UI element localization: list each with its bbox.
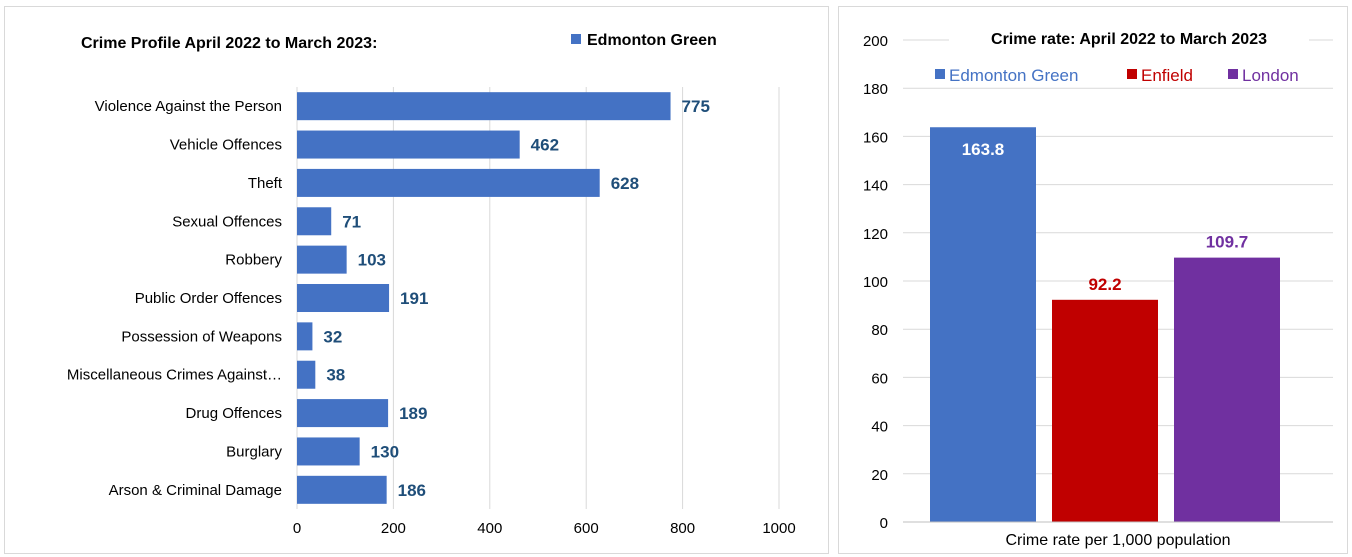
x-tick-label: 1000 xyxy=(762,520,795,537)
chart-title: Crime Profile April 2022 to March 2023: xyxy=(81,35,377,52)
bar xyxy=(1174,257,1280,522)
bar xyxy=(297,92,671,121)
legend-label: Enfield xyxy=(1141,66,1193,85)
bar-data-label: 130 xyxy=(371,442,399,461)
bar xyxy=(297,322,313,351)
bar-data-label: 71 xyxy=(342,212,361,231)
y-tick-label: 0 xyxy=(880,515,888,532)
bar-data-label: 38 xyxy=(326,366,345,385)
x-tick-label: 200 xyxy=(381,520,406,537)
bar-data-label: 462 xyxy=(531,136,559,155)
bar xyxy=(930,127,1036,522)
bar xyxy=(297,437,360,466)
bar xyxy=(297,399,389,428)
crime-rate-chart: 0 20 40 60 80 100 120 140 160 180 200 Crime rate: A… xyxy=(863,27,1333,549)
bar xyxy=(297,207,332,236)
category-label: Robbery xyxy=(225,252,282,269)
legend-label: Edmonton Green xyxy=(949,66,1078,85)
category-label: Vehicle Offences xyxy=(170,137,282,154)
bar-data-label: 628 xyxy=(611,174,639,193)
legend-label: London xyxy=(1242,66,1299,85)
chart-title-background xyxy=(949,27,1309,49)
category-label: Burglary xyxy=(226,443,282,460)
legend-swatch-edmonton-green xyxy=(571,34,581,44)
bar-data-label: 189 xyxy=(399,404,427,423)
y-tick-label: 60 xyxy=(871,370,888,387)
category-label: Violence Against the Person xyxy=(95,98,282,115)
y-tick-label: 180 xyxy=(863,81,888,98)
category-label: Arson & Criminal Damage xyxy=(109,482,282,499)
y-tick-label: 80 xyxy=(871,322,888,339)
category-label: Drug Offences xyxy=(186,405,282,422)
legend-swatch xyxy=(1228,69,1238,79)
bar-data-label: 103 xyxy=(358,251,386,270)
bar xyxy=(1052,299,1158,522)
y-tick-label: 120 xyxy=(863,226,888,243)
category-label: Theft xyxy=(248,175,283,192)
y-tick-label: 160 xyxy=(863,129,888,146)
category-label: Public Order Offences xyxy=(135,290,282,307)
bar-data-label: 186 xyxy=(398,481,426,500)
bar xyxy=(297,283,390,313)
bar-data-label: 32 xyxy=(323,327,342,346)
bar xyxy=(297,360,316,389)
x-axis-label: Crime rate per 1,000 population xyxy=(1005,532,1230,549)
bar xyxy=(297,168,600,197)
y-tick-label: 20 xyxy=(871,467,888,484)
x-tick-label: 600 xyxy=(574,520,599,537)
y-tick-label: 100 xyxy=(863,274,888,291)
bar-data-label: 191 xyxy=(400,289,428,308)
y-tick-label: 140 xyxy=(863,178,888,195)
y-tick-label: 40 xyxy=(871,419,888,436)
legend-swatch xyxy=(935,69,945,79)
bar xyxy=(297,475,387,504)
bar xyxy=(297,245,347,274)
legend-label-edmonton-green: Edmonton Green xyxy=(587,32,717,49)
category-label: Possession of Weapons xyxy=(121,328,282,345)
y-tick-label: 200 xyxy=(863,33,888,50)
x-tick-label: 800 xyxy=(670,520,695,537)
bar-data-label: 109.7 xyxy=(1206,233,1249,252)
x-tick-label: 0 xyxy=(293,520,301,537)
legend-background xyxy=(927,63,1317,87)
chart-title: Crime rate: April 2022 to March 2023 xyxy=(991,31,1267,48)
crime-profile-chart-panel: 0 200 400 600 800 1000 Crime Profile April 202… xyxy=(4,6,829,554)
crime-profile-chart: 0 200 400 600 800 1000 Crime Profile April 202… xyxy=(67,32,796,537)
bar-data-label: 163.8 xyxy=(962,140,1005,159)
bar-data-label: 92.2 xyxy=(1088,275,1121,294)
x-tick-label: 400 xyxy=(477,520,502,537)
bar xyxy=(297,130,520,159)
category-label: Sexual Offences xyxy=(172,213,282,230)
bar-data-label: 775 xyxy=(682,97,710,116)
crime-rate-chart-panel: 0 20 40 60 80 100 120 140 160 180 200 Crime rate: A… xyxy=(838,6,1348,554)
legend-swatch xyxy=(1127,69,1137,79)
category-label: Miscellaneous Crimes Against… xyxy=(67,367,282,384)
